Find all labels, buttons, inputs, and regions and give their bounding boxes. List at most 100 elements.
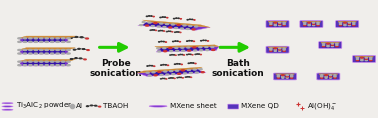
- Polygon shape: [23, 50, 65, 54]
- Circle shape: [40, 41, 43, 42]
- Circle shape: [173, 41, 174, 42]
- Circle shape: [166, 74, 169, 75]
- Circle shape: [304, 25, 306, 26]
- Circle shape: [200, 54, 201, 55]
- Circle shape: [277, 77, 280, 78]
- Circle shape: [290, 75, 293, 76]
- Circle shape: [61, 65, 65, 66]
- FancyBboxPatch shape: [353, 56, 376, 62]
- FancyBboxPatch shape: [300, 21, 323, 27]
- FancyBboxPatch shape: [339, 23, 356, 26]
- Circle shape: [34, 38, 37, 39]
- Circle shape: [29, 65, 32, 66]
- Ellipse shape: [2, 106, 13, 107]
- Circle shape: [160, 17, 161, 18]
- FancyBboxPatch shape: [321, 42, 339, 43]
- Circle shape: [29, 38, 32, 39]
- Circle shape: [181, 64, 182, 65]
- Circle shape: [317, 22, 319, 23]
- Circle shape: [279, 22, 281, 23]
- Circle shape: [18, 61, 21, 62]
- Circle shape: [274, 48, 276, 49]
- Circle shape: [34, 41, 37, 42]
- Circle shape: [149, 65, 150, 66]
- Circle shape: [192, 19, 193, 20]
- Circle shape: [40, 49, 43, 51]
- Circle shape: [29, 49, 32, 51]
- Polygon shape: [20, 38, 68, 42]
- Circle shape: [161, 41, 162, 42]
- Circle shape: [194, 50, 197, 51]
- Circle shape: [329, 76, 332, 77]
- Circle shape: [290, 76, 293, 77]
- Circle shape: [286, 76, 288, 77]
- Circle shape: [270, 22, 272, 23]
- Circle shape: [186, 28, 189, 29]
- Circle shape: [84, 59, 86, 60]
- Circle shape: [283, 49, 285, 50]
- Circle shape: [178, 73, 181, 74]
- Circle shape: [146, 72, 149, 73]
- Text: Al: Al: [76, 103, 83, 109]
- Circle shape: [45, 65, 48, 66]
- Circle shape: [18, 49, 21, 51]
- Circle shape: [361, 57, 363, 58]
- Circle shape: [174, 18, 175, 19]
- Polygon shape: [137, 69, 206, 76]
- Circle shape: [61, 41, 65, 42]
- Text: TBAOH: TBAOH: [103, 103, 129, 109]
- Circle shape: [153, 16, 154, 17]
- Circle shape: [67, 53, 70, 54]
- Circle shape: [157, 26, 160, 27]
- Circle shape: [282, 76, 284, 77]
- FancyBboxPatch shape: [269, 23, 286, 26]
- Circle shape: [23, 65, 27, 66]
- Circle shape: [171, 24, 174, 25]
- Circle shape: [67, 49, 70, 51]
- Circle shape: [283, 48, 285, 49]
- Ellipse shape: [2, 103, 13, 104]
- Circle shape: [365, 57, 367, 58]
- Circle shape: [23, 53, 27, 54]
- Circle shape: [23, 61, 27, 62]
- Circle shape: [304, 22, 306, 23]
- Circle shape: [51, 61, 54, 62]
- Circle shape: [169, 27, 172, 28]
- Circle shape: [51, 53, 54, 54]
- Circle shape: [329, 75, 332, 76]
- Circle shape: [148, 22, 151, 23]
- Circle shape: [322, 46, 325, 47]
- Circle shape: [61, 61, 65, 62]
- Circle shape: [142, 22, 145, 23]
- Circle shape: [56, 49, 59, 51]
- Circle shape: [183, 25, 186, 26]
- Circle shape: [348, 22, 350, 23]
- Circle shape: [34, 53, 37, 54]
- Circle shape: [175, 70, 178, 71]
- Circle shape: [160, 30, 161, 31]
- Circle shape: [56, 65, 59, 66]
- Circle shape: [164, 51, 167, 52]
- Text: Al(OH)$_4^-$: Al(OH)$_4^-$: [307, 101, 337, 112]
- Circle shape: [190, 54, 191, 55]
- Circle shape: [336, 43, 338, 44]
- FancyBboxPatch shape: [319, 74, 338, 75]
- Polygon shape: [143, 22, 194, 29]
- Circle shape: [56, 61, 59, 62]
- Circle shape: [336, 46, 338, 47]
- Circle shape: [206, 50, 209, 51]
- Circle shape: [87, 106, 88, 107]
- Circle shape: [174, 78, 175, 79]
- Circle shape: [348, 25, 350, 26]
- Circle shape: [45, 41, 48, 42]
- Circle shape: [73, 49, 76, 50]
- Polygon shape: [160, 47, 211, 51]
- Circle shape: [56, 38, 59, 39]
- FancyBboxPatch shape: [276, 74, 294, 75]
- FancyBboxPatch shape: [277, 75, 293, 79]
- Circle shape: [195, 26, 198, 27]
- Circle shape: [51, 65, 54, 66]
- Circle shape: [51, 38, 54, 39]
- Circle shape: [148, 75, 151, 76]
- Circle shape: [344, 25, 346, 26]
